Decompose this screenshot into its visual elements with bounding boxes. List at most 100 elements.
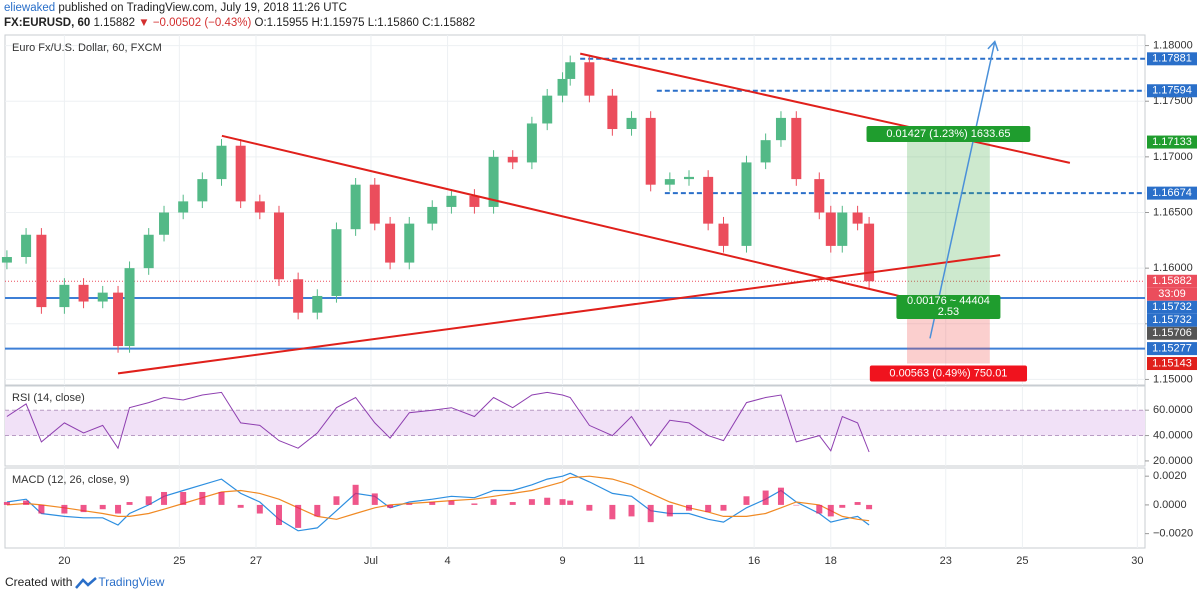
histogram-bar	[314, 504, 321, 517]
histogram-bar	[686, 504, 692, 511]
candle-body	[488, 156, 499, 207]
change: ▼ −0.00502 (−0.43%)	[138, 17, 252, 29]
axis-badge-label: 1.15732	[1152, 301, 1192, 313]
high: H:1.15975	[311, 17, 365, 29]
histogram-bar	[666, 504, 673, 517]
histogram-bar	[490, 499, 497, 505]
candle-body	[159, 212, 170, 235]
axis-badge-label: 1.17594	[1152, 85, 1192, 97]
candle-body	[565, 62, 576, 79]
candle-body	[427, 206, 438, 224]
pane-title: MACD (12, 26, close, 9)	[12, 474, 129, 486]
candle-body	[178, 201, 189, 213]
histogram-bar	[275, 504, 282, 526]
candle-body	[584, 62, 595, 96]
candle-body	[254, 201, 265, 213]
candle-body	[235, 145, 246, 202]
y-tick-label: 1.15000	[1153, 373, 1193, 385]
close: C:1.15882	[422, 17, 476, 29]
candle-body	[557, 78, 568, 96]
histogram-bar	[371, 493, 378, 505]
axis-badge-label: 1.17133	[1152, 136, 1192, 148]
candle-body	[404, 223, 415, 263]
histogram-bar	[199, 491, 206, 505]
candle-body	[350, 184, 361, 230]
header: eliewaked published on TradingView.com, …	[4, 1, 475, 31]
footer: Created with TradingView	[5, 575, 164, 589]
histogram-bar	[743, 496, 750, 505]
histogram-bar	[180, 491, 187, 505]
x-tick-label: Jul	[364, 555, 378, 567]
histogram-bar	[777, 487, 784, 505]
axis-badge	[1147, 186, 1197, 200]
candle-body	[703, 176, 714, 224]
histogram-bar	[61, 504, 68, 514]
histogram-bar	[720, 504, 727, 511]
histogram-bar	[567, 500, 574, 505]
histogram-bar	[705, 504, 712, 513]
candle-body	[331, 229, 342, 296]
histogram-bar	[38, 504, 45, 514]
histogram-bar	[295, 504, 302, 528]
candle-body	[385, 223, 396, 263]
axis-badge-label: 1.15732	[1152, 314, 1192, 326]
candle-body	[78, 284, 89, 302]
candle-body	[814, 179, 825, 213]
position-label-box	[869, 365, 1028, 382]
axis-badge	[1147, 274, 1197, 288]
axis-badge	[1147, 357, 1197, 371]
candle-body	[664, 179, 675, 185]
y-tick-label: 40.0000	[1153, 429, 1193, 441]
histogram-bar	[387, 504, 394, 508]
x-tick-label: 25	[1016, 555, 1028, 567]
trendline	[579, 52, 1071, 164]
axis-badge-label: 1.15143	[1152, 357, 1192, 369]
y-tick-label: 1.17000	[1153, 151, 1193, 163]
ratio-label: 2.53	[938, 306, 959, 318]
axis-badge	[1147, 326, 1197, 340]
axis-badge	[1147, 313, 1197, 327]
brand[interactable]: TradingView	[98, 575, 165, 589]
histogram-bar	[352, 484, 359, 505]
pane-title: Euro Fx/U.S. Dollar, 60, FXCM	[12, 42, 162, 54]
histogram-bar	[647, 504, 654, 523]
candle-body	[741, 162, 752, 246]
histogram-bar	[256, 504, 263, 514]
candle-body	[59, 284, 70, 308]
histogram-bar	[866, 504, 873, 510]
x-tick-label: 27	[250, 555, 262, 567]
trendline	[221, 134, 901, 298]
histogram-bar	[528, 499, 535, 505]
histogram-bar	[544, 497, 551, 505]
candle-body	[837, 212, 848, 246]
published: published on TradingView.com, July 19, 2…	[58, 2, 347, 14]
histogram-bar	[586, 504, 593, 511]
candle-body	[1, 257, 12, 263]
histogram-bar	[628, 504, 635, 517]
position-label-box	[866, 126, 1031, 143]
pane-frame	[4, 34, 1146, 386]
candle-body	[293, 279, 304, 313]
x-tick-label: 18	[825, 555, 837, 567]
axis-badge	[1147, 300, 1197, 314]
candle-body	[864, 223, 875, 282]
histogram-bar	[333, 496, 340, 505]
y-tick-label: 1.16000	[1153, 262, 1193, 274]
x-tick-label: 9	[559, 555, 565, 567]
position-label: 0.00563 (0.49%) 750.01	[889, 367, 1007, 379]
logo-mark	[75, 577, 97, 589]
entry-label-box	[896, 294, 1001, 319]
author[interactable]: eliewaked	[4, 2, 56, 14]
x-tick-label: 30	[1131, 555, 1143, 567]
candle-body	[36, 234, 47, 308]
y-tick-label: 20.0000	[1153, 455, 1193, 467]
candle-body	[760, 140, 771, 163]
axis-badge-label: 1.15706	[1152, 327, 1192, 339]
candle-body	[607, 95, 618, 130]
x-tick-label: 16	[748, 555, 760, 567]
x-tick-label: 25	[173, 555, 185, 567]
candle-body	[312, 295, 323, 313]
position-label: 0.01427 (1.23%) 1633.65	[886, 128, 1010, 140]
low: L:1.15860	[367, 17, 419, 29]
